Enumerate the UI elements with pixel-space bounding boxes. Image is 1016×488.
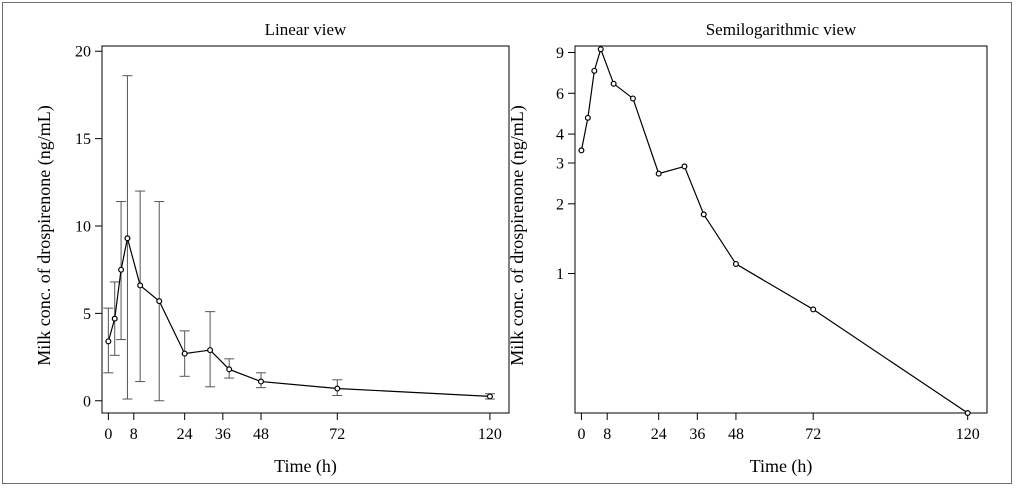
linear-x-tick-label: 72	[329, 426, 345, 443]
semilog-x-tick-label: 36	[689, 426, 705, 443]
semilog-data-point	[734, 262, 739, 267]
semilog-plot-area	[575, 46, 987, 413]
linear-chart-title: Linear view	[265, 20, 347, 39]
linear-y-tick-label: 0	[83, 393, 91, 410]
linear-x-tick-label: 120	[478, 426, 502, 443]
semilog-data-point	[811, 307, 816, 312]
linear-data-point	[208, 348, 213, 353]
semilog-data-point	[579, 148, 584, 153]
semilog-x-tick-label: 72	[805, 426, 821, 443]
semilog-series-line	[581, 49, 967, 413]
semilog-data-point	[656, 171, 661, 176]
semilog-y-tick-label: 3	[556, 156, 564, 173]
semilog-y-tick-label: 6	[556, 86, 564, 103]
linear-y-tick-label: 15	[75, 131, 91, 148]
semilog-view-panel: Semilogarithmic view 0 8 24 36 48 72 120 1 2 3 4 6 9 T…	[507, 20, 987, 477]
semilog-data-point	[631, 96, 636, 101]
semilog-x-tick-label: 24	[651, 426, 667, 443]
semilog-x-tick-label: 0	[577, 426, 585, 443]
semilog-x-tick-label: 8	[603, 426, 611, 443]
semilog-y-axis-label: Milk conc. of drospirenone (ng/mL)	[507, 105, 528, 365]
linear-data-point	[138, 283, 143, 288]
linear-data-point	[112, 316, 117, 321]
linear-x-tick-label: 36	[215, 426, 231, 443]
semilog-y-tick-label: 2	[556, 196, 564, 213]
linear-y-tick-label: 20	[75, 44, 91, 61]
semilog-y-tick-label: 1	[556, 266, 564, 283]
semilog-x-axis-label: Time (h)	[750, 456, 813, 477]
linear-x-tick-label: 24	[177, 426, 193, 443]
semilog-data-point	[585, 115, 590, 120]
linear-data-point	[259, 379, 264, 384]
linear-x-tick-label: 0	[104, 426, 112, 443]
linear-data-point	[335, 386, 340, 391]
semilog-data-point	[682, 164, 687, 169]
semilog-x-tick-label: 120	[956, 426, 980, 443]
linear-x-axis-label: Time (h)	[274, 456, 337, 477]
linear-x-tick-label: 48	[253, 426, 269, 443]
linear-data-point	[106, 339, 111, 344]
linear-plot-area	[102, 46, 509, 413]
semilog-chart-title: Semilogarithmic view	[706, 20, 857, 39]
linear-data-point	[488, 394, 493, 399]
linear-x-tick-label: 8	[130, 426, 138, 443]
semilog-data-point	[592, 68, 597, 73]
semilog-data-point	[598, 47, 603, 52]
linear-series-line	[108, 238, 490, 396]
linear-data-point	[157, 299, 162, 304]
linear-data-point	[182, 351, 187, 356]
semilog-y-tick-label: 4	[556, 127, 564, 144]
semilog-y-tick-label: 9	[556, 45, 564, 62]
linear-y-axis-label: Milk conc. of drospirenone (ng/mL)	[34, 105, 55, 365]
linear-view-panel: Linear view 0 8 24 36 48 72 120 0 5 10 15 20 Time (h)…	[34, 20, 509, 477]
semilog-data-point	[611, 81, 616, 86]
linear-y-tick-label: 5	[83, 306, 91, 323]
linear-data-point	[227, 367, 232, 372]
semilog-data-point	[701, 212, 706, 217]
linear-y-tick-label: 10	[75, 219, 91, 236]
linear-data-point	[125, 236, 130, 241]
semilog-data-point	[965, 411, 970, 416]
semilog-x-tick-label: 48	[728, 426, 744, 443]
linear-data-point	[119, 267, 124, 272]
